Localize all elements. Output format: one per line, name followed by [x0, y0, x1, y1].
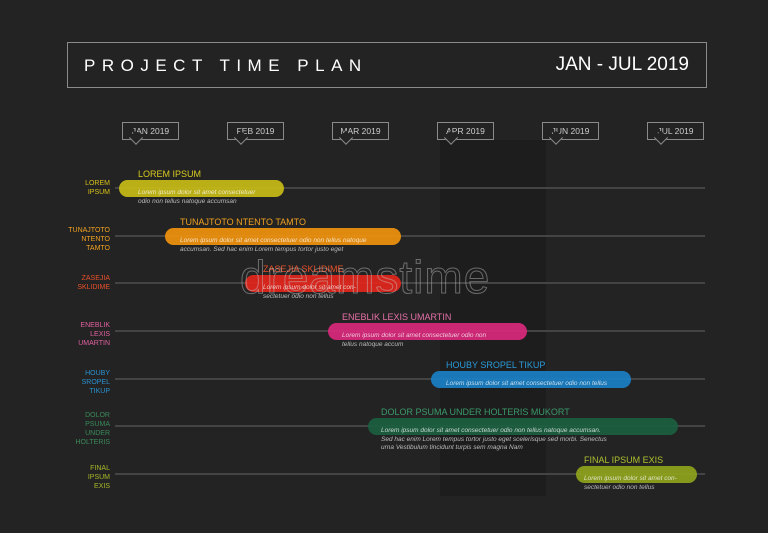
task-description: Lorem ipsum dolor sit amet consectetuer … [180, 237, 366, 254]
row-label-line: HOUBY [85, 369, 110, 377]
task-bar [576, 466, 697, 483]
description-line: odio non tellus natoque accumsan [138, 197, 237, 205]
description-line: sectetuer odio non tellus [263, 292, 334, 300]
task-description: Lorem ipsum dolor sit amet consectetuer o… [138, 189, 255, 206]
task-description: Lorem ipsum dolor sit amet con-sectetuer… [584, 475, 677, 492]
description-line: urna Vestibulum tincidunt turpis sem mag… [381, 444, 523, 451]
description-line: tellus natoque accum [342, 340, 404, 348]
row-line [115, 235, 705, 237]
description-line: Lorem ipsum dolor sit amet consectetuer … [180, 237, 367, 244]
row-line [115, 282, 705, 284]
task-title: FINAL IPSUM EXIS [584, 455, 664, 465]
task-bar [431, 371, 631, 388]
row-label: DOLOR PSUMA UNDER HOLTERIS [50, 411, 111, 447]
row-label: ZASEJIA SKLIDIME [50, 274, 110, 292]
month-marker: JAN 2019 [122, 122, 179, 140]
task-description: Lorem ipsum dolor sit amet consectetuer … [342, 332, 486, 349]
row-label-line: EXIS [94, 482, 110, 490]
task-bar [165, 228, 401, 245]
row-line [115, 187, 705, 189]
row-label: LOREM IPSUM [50, 179, 110, 197]
row-label-line: DOLOR [85, 412, 110, 419]
month-marker: JUN 2019 [542, 122, 599, 140]
row-label-line: UMARTIN [78, 339, 110, 347]
row-label-line: SKLIDIME [77, 284, 110, 291]
row-label-line: HOLTERIS [75, 439, 111, 446]
month-marker: FEB 2019 [227, 122, 284, 140]
row-label: TUNAJTOTO NTENTO TAMTO [50, 226, 110, 253]
highlight-band [440, 140, 546, 496]
row-label-line: SROPEL [81, 378, 110, 386]
task-bar [328, 323, 527, 340]
task-title: HOUBY SROPEL TIKUP [446, 360, 546, 370]
row-label-line: UNDER [85, 430, 110, 437]
task-bar [368, 418, 678, 435]
description-line: Lorem ipsum dolor sit amet consectetuer … [381, 427, 601, 434]
description-line: Sed hac enim Lorem tempus tortor justo e… [381, 435, 607, 443]
row-label-line: IPSUM [87, 189, 110, 196]
description-line: Lorem ipsum dolor sit amet consectetuer … [446, 380, 608, 387]
month-marker: JUL 2019 [647, 122, 704, 140]
row-label-line: NTENTO [81, 235, 110, 243]
row-label-line: TAMTO [86, 244, 110, 252]
row-label-line: TUNAJTOTO [68, 226, 110, 234]
page-title: PROJECT TIME PLAN [84, 56, 368, 75]
task-bar [119, 180, 284, 197]
watermark-logo: dreamstime [239, 251, 491, 304]
row-line [115, 378, 705, 380]
task-title: TUNAJTOTO NTENTO TAMTO [180, 217, 307, 227]
month-marker: APR 2019 [437, 122, 494, 140]
task-description: Lorem ipsum dolor sit amet con-sectetuer… [263, 284, 356, 301]
row-label-line: ENEBLIK [80, 321, 110, 329]
row-label-line: IPSUM [87, 473, 110, 481]
task-bar [245, 275, 401, 292]
row-label-line: ZASEJIA [81, 275, 110, 282]
task-description: Lorem ipsum dolor sit amet consectetuer … [381, 427, 607, 453]
row-label: ENEBLIK LEXIS UMARTIN [50, 321, 110, 348]
description-line: Lorem ipsum dolor sit amet consectetuer … [342, 332, 487, 339]
row-label-line: TIKUP [89, 387, 110, 395]
row-label-line: LOREM [85, 180, 110, 187]
month-marker: MAR 2019 [332, 122, 389, 140]
row-label-line: LEXIS [90, 330, 110, 338]
task-title: DOLOR PSUMA UNDER HOLTERIS MUKORT [381, 407, 570, 417]
description-line: Lorem ipsum dolor sit amet con- [584, 475, 677, 482]
row-label: FINAL IPSUM EXIS [50, 464, 110, 491]
row-label: HOUBY SROPEL TIKUP [50, 369, 110, 396]
row-label-line: FINAL [90, 464, 110, 472]
task-title: LOREM IPSUM [138, 169, 202, 179]
header-box: PROJECT TIME PLAN JAN - JUL 2019 [67, 42, 707, 88]
description-line: Lorem ipsum dolor sit amet con- [263, 284, 356, 291]
task-title: ENEBLIK LEXIS UMARTIN [342, 312, 452, 322]
row-line [115, 473, 705, 475]
task-description: Lorem ipsum dolor sit amet consectetuer … [446, 380, 607, 389]
description-line: sectetuer odio non tellus [584, 483, 655, 491]
description-line: accumsan. Sed hac enim Lorem tempus tort… [180, 245, 344, 253]
description-line: Lorem ipsum dolor sit amet consectetuer [138, 189, 256, 196]
date-range: JAN - JUL 2019 [555, 54, 689, 75]
task-title: ZASEJIA SKLIDIME [263, 264, 344, 274]
row-label-line: PSUMA [85, 421, 110, 428]
